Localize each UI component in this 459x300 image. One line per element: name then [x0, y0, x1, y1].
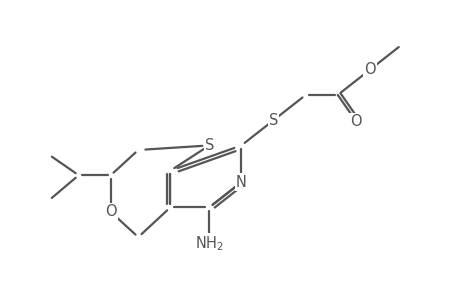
Text: O: O: [350, 114, 361, 129]
Text: O: O: [363, 62, 375, 77]
Text: S: S: [204, 138, 213, 153]
Text: NH$_2$: NH$_2$: [195, 235, 224, 254]
Text: N: N: [235, 175, 246, 190]
Text: S: S: [269, 113, 278, 128]
Text: O: O: [105, 204, 116, 219]
